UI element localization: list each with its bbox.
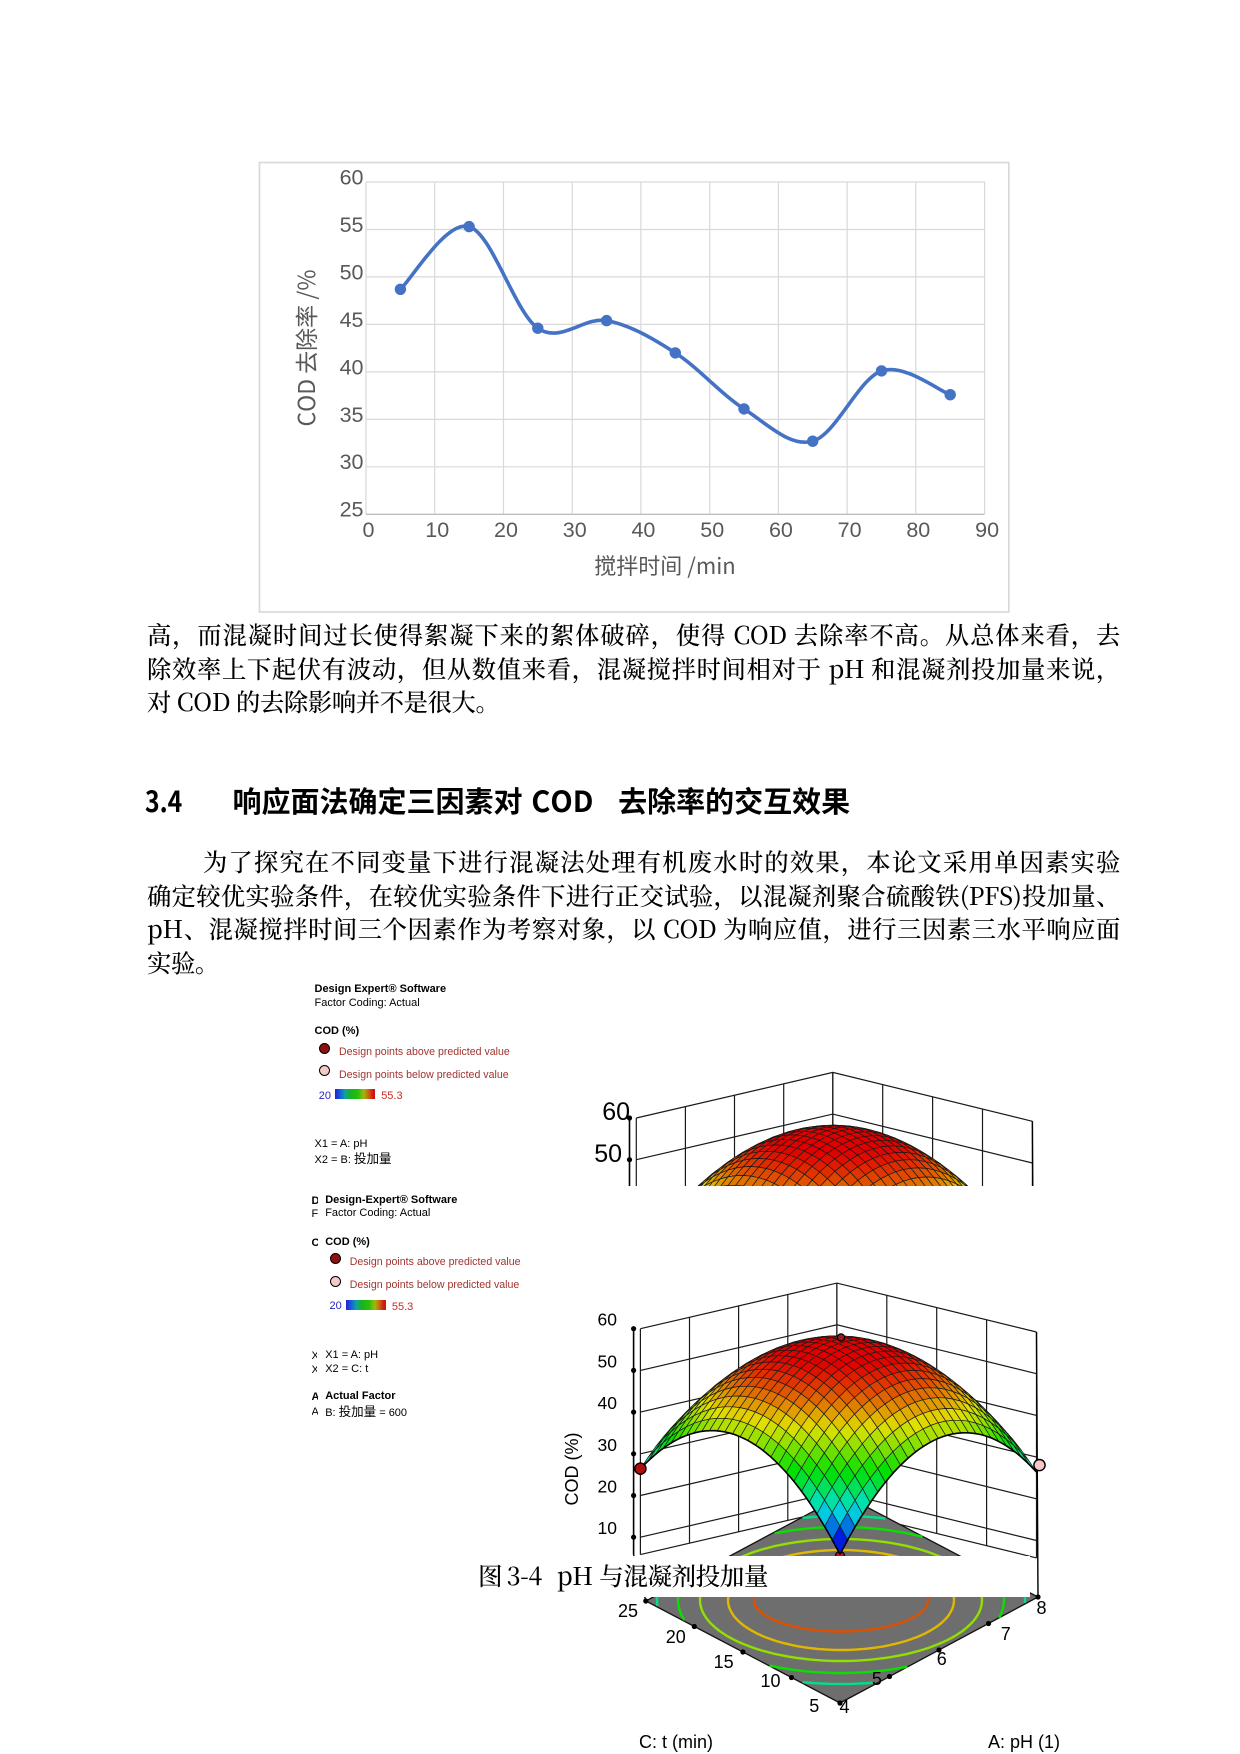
svg-text:15: 15 <box>714 1652 734 1672</box>
svg-text:搅拌时间 /min: 搅拌时间 /min <box>594 549 735 581</box>
svg-text:60: 60 <box>598 1310 618 1330</box>
svg-text:50: 50 <box>340 260 364 284</box>
svg-text:10: 10 <box>425 518 449 542</box>
svg-text:4: 4 <box>839 1697 849 1717</box>
svg-text:40: 40 <box>340 355 364 379</box>
svg-text:A: pH (1): A: pH (1) <box>988 1732 1060 1752</box>
svg-text:60: 60 <box>340 165 364 189</box>
svg-text:30: 30 <box>563 518 587 542</box>
svg-text:60: 60 <box>769 518 793 542</box>
svg-text:20: 20 <box>666 1627 686 1647</box>
svg-text:COD 去除率 /%: COD 去除率 /% <box>288 269 322 426</box>
svg-text:0: 0 <box>363 518 375 542</box>
svg-text:30: 30 <box>340 450 364 474</box>
svg-text:50: 50 <box>598 1351 618 1371</box>
svg-text:7: 7 <box>1001 1624 1011 1644</box>
svg-text:25: 25 <box>340 498 364 522</box>
svg-text:20: 20 <box>494 518 518 542</box>
svg-text:40: 40 <box>631 518 655 542</box>
svg-text:40: 40 <box>598 1393 618 1413</box>
svg-text:50: 50 <box>594 1140 622 1168</box>
svg-text:C: t (min): C: t (min) <box>639 1732 713 1752</box>
svg-text:8: 8 <box>1036 1598 1046 1618</box>
svg-text:10: 10 <box>760 1671 780 1691</box>
svg-text:60: 60 <box>602 1098 630 1126</box>
svg-text:25: 25 <box>618 1601 638 1621</box>
svg-text:5: 5 <box>809 1696 819 1716</box>
svg-text:COD (%): COD (%) <box>562 1433 582 1506</box>
svg-text:6: 6 <box>937 1649 947 1669</box>
svg-text:35: 35 <box>340 403 364 427</box>
svg-text:5: 5 <box>872 1669 882 1689</box>
svg-text:45: 45 <box>340 308 364 332</box>
svg-text:10: 10 <box>598 1518 618 1538</box>
svg-text:30: 30 <box>598 1435 618 1455</box>
svg-text:20: 20 <box>598 1477 618 1497</box>
svg-text:70: 70 <box>838 518 862 542</box>
svg-text:50: 50 <box>700 518 724 542</box>
svg-text:55: 55 <box>340 213 364 237</box>
svg-text:80: 80 <box>906 518 930 542</box>
svg-text:90: 90 <box>975 518 999 542</box>
